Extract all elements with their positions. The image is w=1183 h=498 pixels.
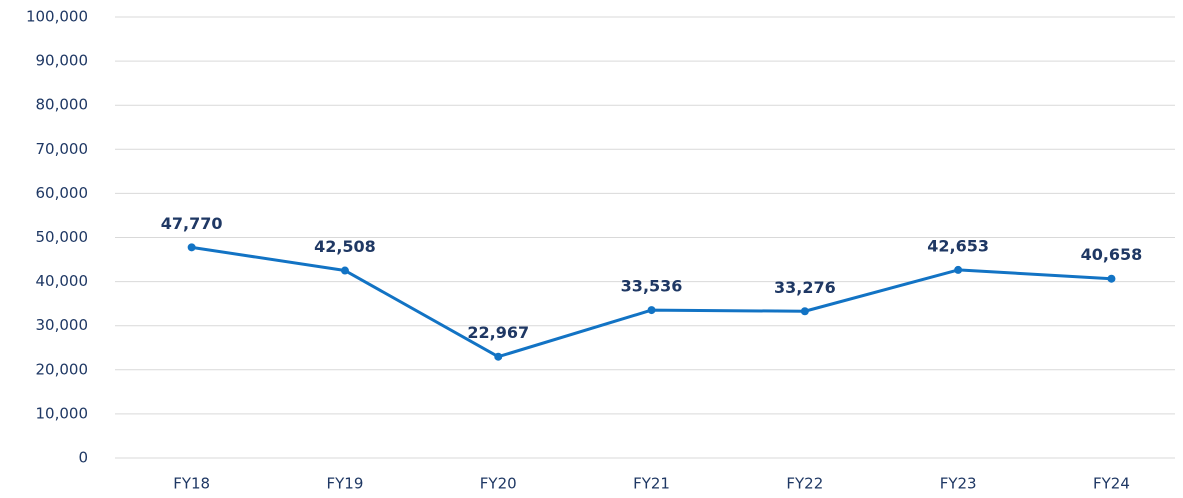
y-tick-label: 10,000 xyxy=(36,404,89,422)
y-tick-label: 90,000 xyxy=(36,52,89,70)
y-tick-label: 100,000 xyxy=(26,8,88,26)
data-label: 40,658 xyxy=(1081,245,1143,264)
y-tick-label: 50,000 xyxy=(36,228,89,246)
data-point xyxy=(340,266,349,275)
data-label: 22,967 xyxy=(467,323,529,342)
data-point xyxy=(800,307,809,316)
y-tick-label: 20,000 xyxy=(36,360,89,378)
data-point xyxy=(1107,274,1116,283)
y-tick-label: 30,000 xyxy=(36,316,89,334)
data-label: 47,770 xyxy=(161,214,223,233)
y-tick-label: 40,000 xyxy=(36,272,89,290)
data-label: 33,536 xyxy=(621,277,683,296)
x-tick-label: FY22 xyxy=(786,475,823,493)
x-tick-label: FY24 xyxy=(1093,475,1130,493)
x-tick-label: FY18 xyxy=(173,475,210,493)
x-tick-label: FY23 xyxy=(940,475,977,493)
data-point xyxy=(494,352,503,361)
x-tick-label: FY21 xyxy=(633,475,670,493)
data-point xyxy=(647,306,656,315)
data-point xyxy=(954,265,963,274)
y-tick-label: 0 xyxy=(78,449,88,467)
y-tick-label: 80,000 xyxy=(36,96,89,114)
y-tick-label: 70,000 xyxy=(36,140,89,158)
x-tick-label: FY19 xyxy=(327,475,364,493)
y-tick-label: 60,000 xyxy=(36,184,89,202)
data-label: 42,508 xyxy=(314,237,376,256)
x-tick-label: FY20 xyxy=(480,475,517,493)
data-point xyxy=(187,243,196,252)
data-label: 42,653 xyxy=(927,236,989,255)
data-label: 33,276 xyxy=(774,278,836,297)
series-line xyxy=(191,245,1112,359)
